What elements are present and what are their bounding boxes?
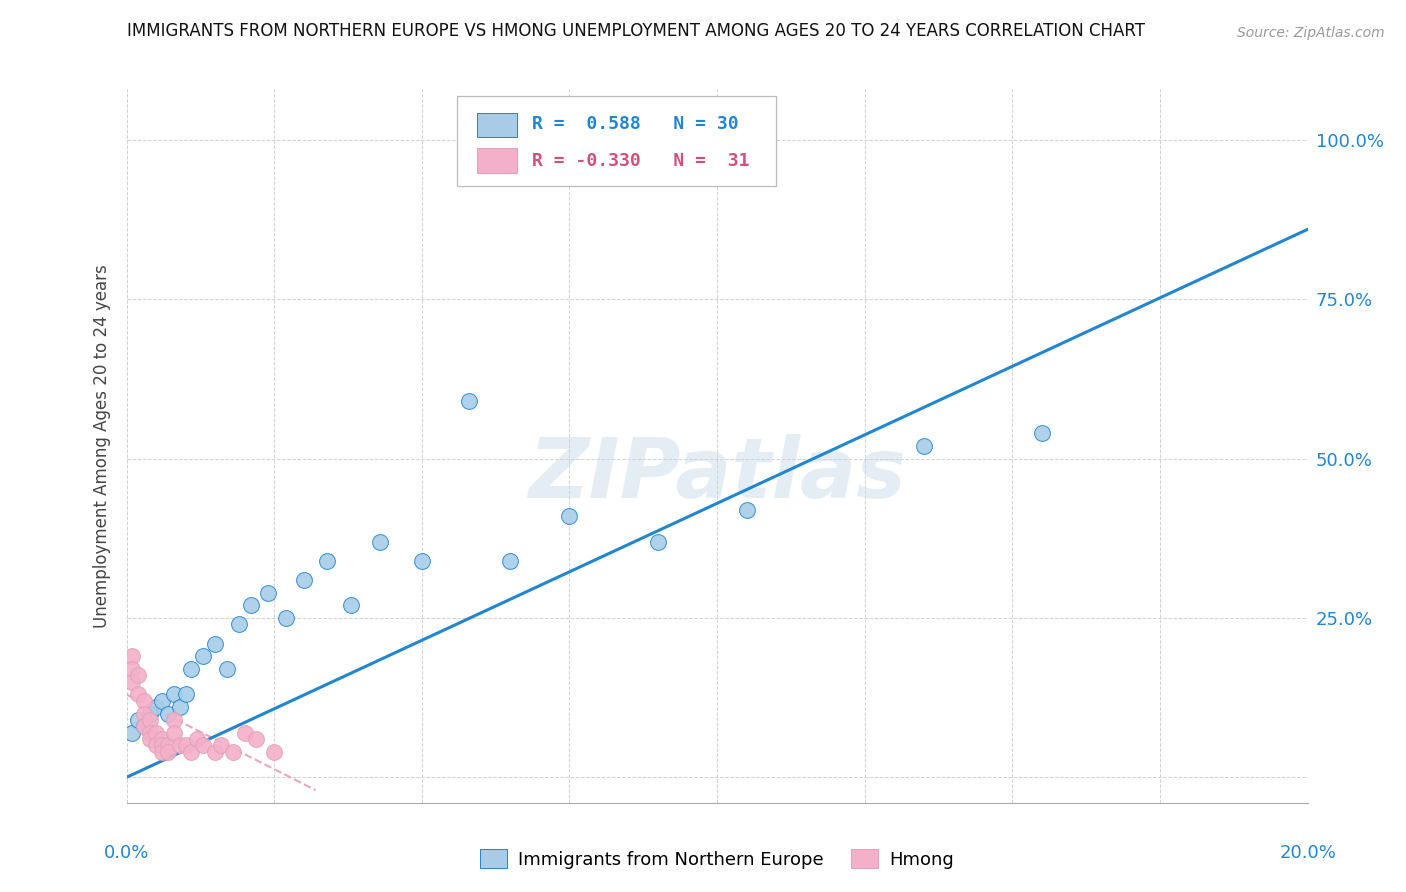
Point bbox=[292, 573, 315, 587]
Point bbox=[169, 739, 191, 753]
Point bbox=[150, 745, 173, 759]
Point bbox=[193, 649, 215, 664]
Text: IMMIGRANTS FROM NORTHERN EUROPE VS HMONG UNEMPLOYMENT AMONG AGES 20 TO 24 YEARS : IMMIGRANTS FROM NORTHERN EUROPE VS HMONG… bbox=[127, 22, 1144, 40]
Point bbox=[340, 599, 363, 613]
Point bbox=[127, 713, 149, 727]
Point bbox=[145, 700, 167, 714]
Point bbox=[647, 534, 669, 549]
FancyBboxPatch shape bbox=[477, 112, 517, 137]
Legend: Immigrants from Northern Europe, Hmong: Immigrants from Northern Europe, Hmong bbox=[474, 842, 960, 876]
Point bbox=[145, 725, 167, 739]
Point bbox=[245, 732, 267, 747]
Point bbox=[174, 688, 197, 702]
Point bbox=[180, 662, 202, 676]
Y-axis label: Unemployment Among Ages 20 to 24 years: Unemployment Among Ages 20 to 24 years bbox=[93, 264, 111, 628]
Point bbox=[222, 745, 245, 759]
Point bbox=[228, 617, 250, 632]
Point bbox=[134, 719, 156, 733]
Point bbox=[150, 739, 173, 753]
Point bbox=[127, 668, 149, 682]
Point bbox=[239, 599, 262, 613]
Point bbox=[139, 732, 162, 747]
Text: R = -0.330   N =  31: R = -0.330 N = 31 bbox=[531, 152, 749, 169]
Point bbox=[150, 732, 173, 747]
Point bbox=[145, 739, 167, 753]
Point bbox=[156, 745, 179, 759]
Point bbox=[139, 725, 162, 739]
Text: ZIPatlas: ZIPatlas bbox=[529, 434, 905, 515]
Point bbox=[139, 706, 162, 721]
Point bbox=[274, 611, 297, 625]
FancyBboxPatch shape bbox=[457, 96, 776, 186]
Point bbox=[150, 694, 173, 708]
Point bbox=[209, 739, 232, 753]
FancyBboxPatch shape bbox=[477, 148, 517, 173]
Point bbox=[163, 725, 186, 739]
Point bbox=[127, 688, 149, 702]
Point bbox=[163, 713, 186, 727]
Point bbox=[204, 636, 226, 650]
Point bbox=[215, 662, 238, 676]
Point bbox=[411, 554, 433, 568]
Text: R =  0.588   N = 30: R = 0.588 N = 30 bbox=[531, 115, 738, 133]
Point bbox=[257, 585, 280, 599]
Point bbox=[263, 745, 285, 759]
Point bbox=[458, 394, 481, 409]
Point bbox=[193, 739, 215, 753]
Point bbox=[174, 739, 197, 753]
Point bbox=[121, 662, 143, 676]
Point bbox=[134, 694, 156, 708]
Point bbox=[1031, 426, 1053, 441]
Point bbox=[134, 706, 156, 721]
Text: 0.0%: 0.0% bbox=[104, 844, 149, 863]
Point bbox=[499, 554, 522, 568]
Point bbox=[558, 509, 581, 524]
Point bbox=[121, 649, 143, 664]
Point bbox=[163, 688, 186, 702]
Point bbox=[180, 745, 202, 759]
Point bbox=[121, 725, 143, 739]
Text: 20.0%: 20.0% bbox=[1279, 844, 1336, 863]
Point bbox=[134, 719, 156, 733]
Point bbox=[370, 534, 392, 549]
Point bbox=[204, 745, 226, 759]
Point bbox=[316, 554, 339, 568]
Point bbox=[912, 439, 935, 453]
Point bbox=[139, 713, 162, 727]
Point bbox=[169, 700, 191, 714]
Point bbox=[156, 706, 179, 721]
Point bbox=[121, 674, 143, 689]
Point bbox=[735, 502, 758, 516]
Point bbox=[233, 725, 256, 739]
Point bbox=[156, 739, 179, 753]
Text: Source: ZipAtlas.com: Source: ZipAtlas.com bbox=[1237, 26, 1385, 40]
Point bbox=[186, 732, 208, 747]
